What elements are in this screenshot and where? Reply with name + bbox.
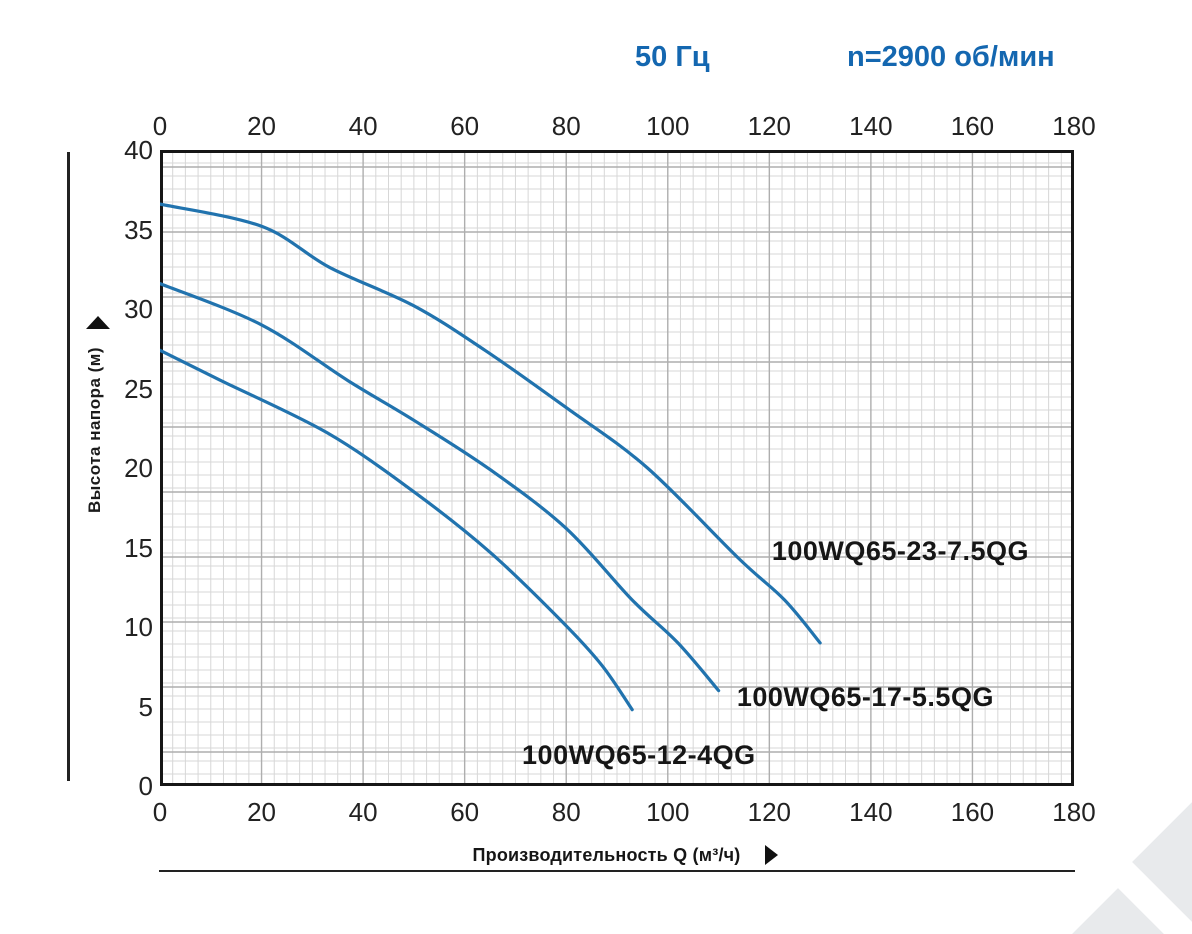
pump-curve-100WQ65-12-4QG [160,348,634,712]
x-axis-title: Производительность Q (м³/ч) [472,844,741,865]
watermark-triangle-icon [1026,888,1192,934]
x-tick-bottom-20: 20 [247,797,276,827]
x-tick-bottom-40: 40 [348,797,378,827]
left-axis-rule [67,152,70,781]
x-tick-bottom-0: 0 [152,797,168,827]
y-tick-0: 0 [138,771,153,801]
x-tick-bottom-180: 180 [1052,797,1096,827]
curve-label-100WQ65-17-5.5QG: 100WQ65-17-5.5QG [736,681,994,712]
y-tick-30: 30 [124,294,153,324]
x-tick-top-80: 80 [551,111,581,141]
x-tick-bottom-160: 160 [950,797,995,827]
pump-curve-100WQ65-23-7.5QG [160,202,822,645]
curve-label-100WQ65-12-4QG: 100WQ65-12-4QG [522,739,756,770]
x-tick-top-180: 180 [1052,111,1096,141]
y-axis-title: Высота напора (м) [85,346,104,514]
x-tick-bottom-60: 60 [450,797,480,827]
x-tick-top-20: 20 [247,111,276,141]
x-tick-bottom-140: 140 [849,797,893,827]
x-tick-bottom-100: 100 [646,797,690,827]
x-axis-arrow-icon [764,845,778,865]
y-axis-arrow-icon [86,316,110,329]
x-tick-top-40: 40 [348,111,378,141]
y-tick-20: 20 [124,453,153,483]
x-tick-top-140: 140 [849,111,893,141]
x-axis-title-row: Производительность Q (м³/ч) [0,843,1192,867]
x-tick-top-0: 0 [152,111,168,141]
y-tick-5: 5 [138,691,153,722]
y-tick-40: 40 [124,135,153,165]
y-tick-35: 35 [124,214,153,245]
y-tick-10: 10 [124,612,153,642]
x-tick-top-120: 120 [747,111,792,141]
y-tick-15: 15 [124,532,153,563]
watermark-diamond-icon [1132,784,1192,934]
x-tick-top-160: 160 [950,111,995,141]
y-tick-25: 25 [124,373,153,404]
frequency-label: 50 Гц [635,41,710,73]
x-tick-top-60: 60 [450,111,480,141]
pump-curve-100WQ65-17-5.5QG [160,282,721,693]
bottom-rule [159,870,1075,872]
x-tick-bottom-80: 80 [551,797,581,827]
x-tick-bottom-120: 120 [747,797,792,827]
x-tick-top-100: 100 [646,111,690,141]
plot-border [160,150,1074,786]
rotation-speed-label: n=2900 об/мин [847,41,1055,73]
curve-label-100WQ65-23-7.5QG: 100WQ65-23-7.5QG [771,535,1029,566]
plot-area [160,150,1074,786]
